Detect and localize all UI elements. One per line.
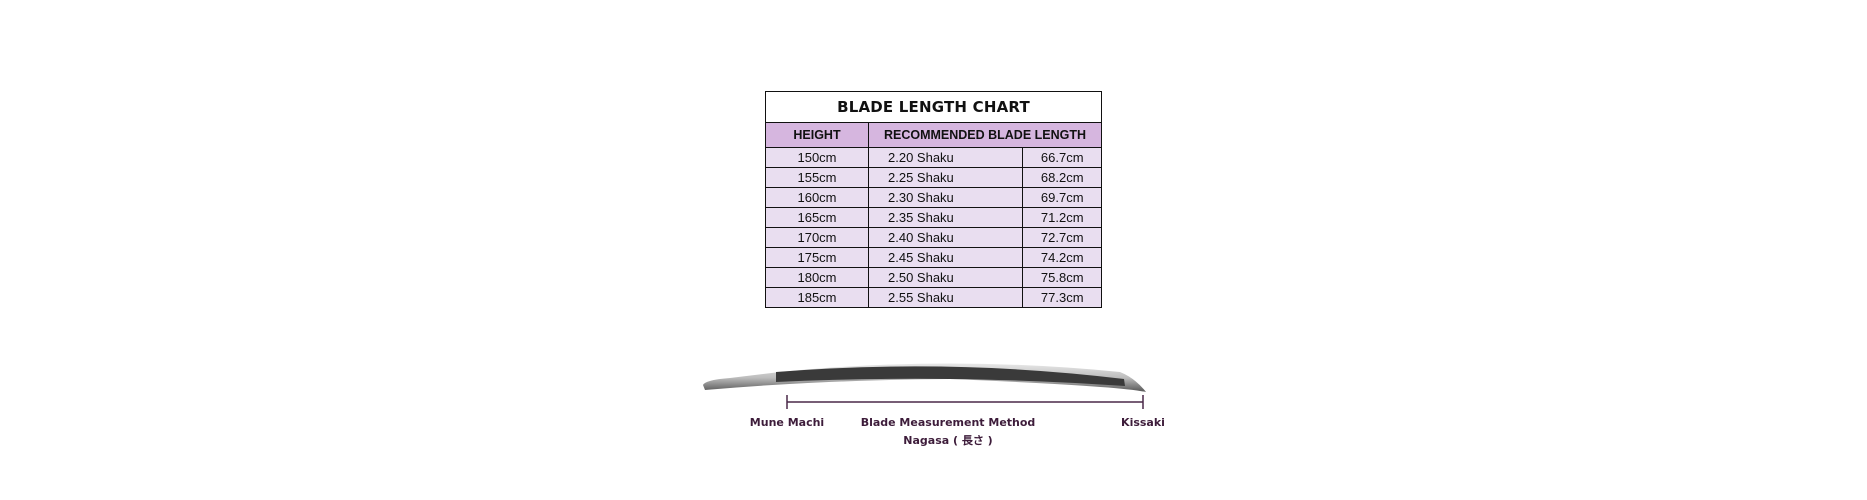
cm-cell: 69.7cm [1022, 187, 1102, 208]
height-cell: 155cm [765, 167, 869, 188]
cm-cell: 71.2cm [1022, 207, 1102, 228]
shaku-cell: 2.20 Shaku [867, 147, 1024, 168]
shaku-cell: 2.55 Shaku [867, 287, 1024, 308]
label-kissaki: Kissaki [1121, 416, 1165, 429]
height-cell: 150cm [765, 147, 869, 168]
label-mune-machi: Mune Machi [749, 416, 825, 429]
height-cell: 185cm [765, 287, 869, 308]
cm-cell: 72.7cm [1022, 227, 1102, 248]
table-row: 160cm 2.30 Shaku 69.7cm [765, 187, 1102, 208]
table-row: 170cm 2.40 Shaku 72.7cm [765, 227, 1102, 248]
blade-length-table: BLADE LENGTH CHART HEIGHT RECOMMENDED BL… [765, 91, 1102, 308]
height-cell: 160cm [765, 187, 869, 208]
table-row: 175cm 2.45 Shaku 74.2cm [765, 247, 1102, 268]
cm-cell: 77.3cm [1022, 287, 1102, 308]
table-title: BLADE LENGTH CHART [765, 91, 1102, 123]
shaku-cell: 2.25 Shaku [867, 167, 1024, 188]
shaku-cell: 2.50 Shaku [867, 267, 1024, 288]
cm-cell: 75.8cm [1022, 267, 1102, 288]
table-row: 185cm 2.55 Shaku 77.3cm [765, 287, 1102, 308]
height-cell: 165cm [765, 207, 869, 228]
shaku-cell: 2.30 Shaku [867, 187, 1024, 208]
height-cell: 175cm [765, 247, 869, 268]
cm-cell: 66.7cm [1022, 147, 1102, 168]
shaku-cell: 2.45 Shaku [867, 247, 1024, 268]
hamon-pattern [776, 366, 1125, 386]
label-measurement-method: Blade Measurement Method [860, 416, 1036, 429]
label-nagasa: Nagasa ( 長さ ) [903, 434, 993, 447]
table-row: 150cm 2.20 Shaku 66.7cm [765, 147, 1102, 168]
height-cell: 170cm [765, 227, 869, 248]
cm-cell: 74.2cm [1022, 247, 1102, 268]
table-row: 155cm 2.25 Shaku 68.2cm [765, 167, 1102, 188]
shaku-cell: 2.35 Shaku [867, 207, 1024, 228]
table-row: 165cm 2.35 Shaku 71.2cm [765, 207, 1102, 228]
